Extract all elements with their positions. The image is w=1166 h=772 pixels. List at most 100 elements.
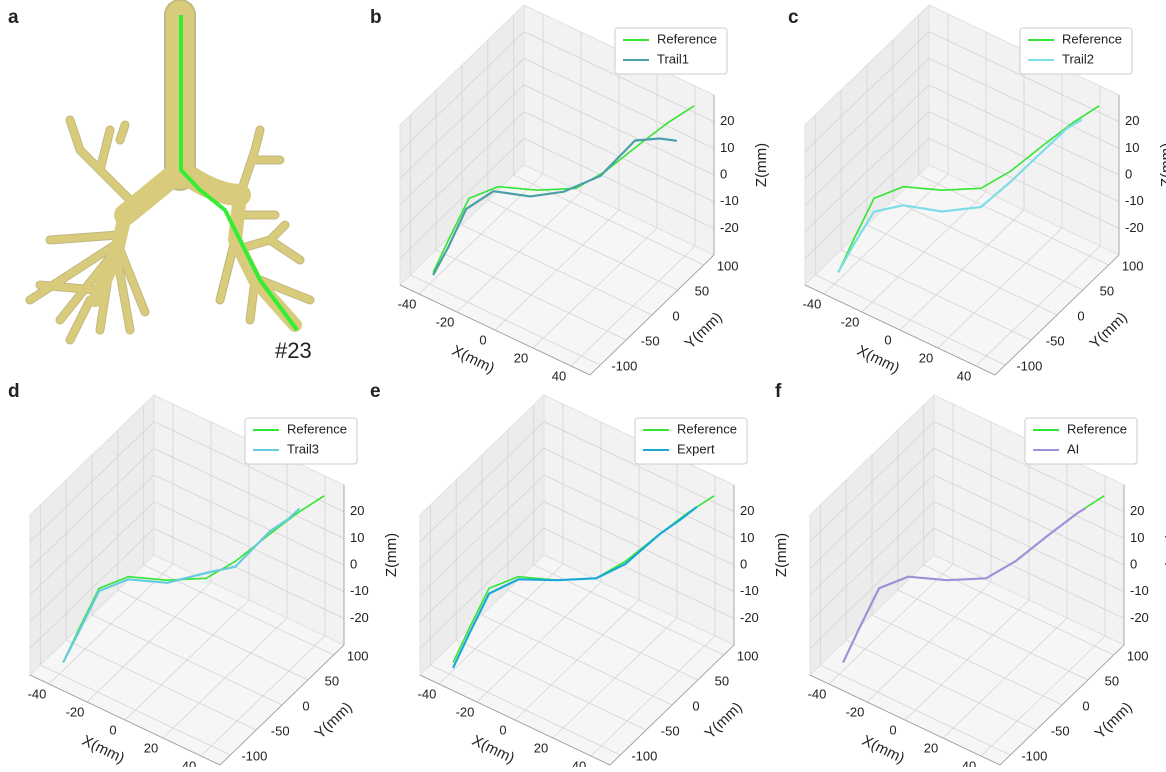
panel-letter: f xyxy=(775,381,782,402)
grid-line xyxy=(804,58,930,179)
grid-line xyxy=(866,224,1058,316)
axis-line xyxy=(419,674,611,766)
y-tick-label: 50 xyxy=(695,283,709,298)
grid-line xyxy=(29,421,155,542)
axis-line xyxy=(999,644,1125,766)
grid-line xyxy=(40,664,231,756)
grid-line xyxy=(419,448,545,569)
grid-line xyxy=(153,447,345,539)
z-tick-label: -20 xyxy=(1125,220,1144,235)
z-axis-label: Z(mm) xyxy=(753,143,770,187)
grid-line xyxy=(481,614,673,706)
grid-line xyxy=(840,249,1032,341)
x-tick-label: 40 xyxy=(962,758,976,767)
y-tick-label: -100 xyxy=(1021,748,1047,763)
z-tick-label: -10 xyxy=(720,193,739,208)
legend-label: AI xyxy=(1067,441,1079,456)
x-tick-label: 0 xyxy=(479,332,486,347)
grid-line xyxy=(543,474,735,566)
grid-line xyxy=(523,137,715,229)
grid-line xyxy=(809,448,935,569)
grid-line xyxy=(815,274,1006,366)
z-axis-label: Z(mm) xyxy=(1163,533,1166,577)
x-tick-label: -40 xyxy=(398,296,417,311)
chart-3d: -40-2002040-100-50050100-20-1001020X(mm)… xyxy=(808,393,1166,772)
x-tick-label: -20 xyxy=(846,704,865,719)
axis-line xyxy=(804,284,996,376)
grid-line xyxy=(523,31,715,123)
x-axis-label: X(mm) xyxy=(854,342,902,377)
grid-line xyxy=(399,31,525,152)
axis-line xyxy=(399,284,591,376)
grid-line xyxy=(507,589,699,681)
x-tick-label: -20 xyxy=(66,704,85,719)
x-axis-label: X(mm) xyxy=(449,342,497,377)
z-tick-label: -10 xyxy=(1130,583,1149,598)
grid-line xyxy=(933,421,1125,513)
z-tick-label: 0 xyxy=(740,556,747,571)
grid-line xyxy=(410,274,601,366)
data-line xyxy=(842,507,1086,663)
y-tick-label: -50 xyxy=(1051,723,1070,738)
z-axis-label: Z(mm) xyxy=(383,533,400,577)
z-tick-label: -10 xyxy=(350,583,369,598)
legend-label: Reference xyxy=(287,421,347,436)
y-tick-label: 100 xyxy=(347,648,369,663)
z-tick-label: 10 xyxy=(1125,140,1139,155)
data-line xyxy=(432,137,678,276)
data-line xyxy=(837,105,1100,273)
y-tick-label: -50 xyxy=(641,333,660,348)
y-axis-label: Y(mm) xyxy=(682,309,726,352)
x-tick-label: -20 xyxy=(841,314,860,329)
y-tick-label: 100 xyxy=(1122,258,1144,273)
z-tick-label: 10 xyxy=(740,530,754,545)
legend-label: Trail3 xyxy=(287,441,319,456)
grid-line xyxy=(399,138,525,259)
y-tick-label: 0 xyxy=(1082,698,1089,713)
grid-line xyxy=(419,528,545,649)
x-tick-label: 20 xyxy=(534,740,548,755)
panel-letter: b xyxy=(370,7,382,28)
y-tick-label: -100 xyxy=(1016,358,1042,373)
x-tick-label: 20 xyxy=(144,740,158,755)
y-axis-label: Y(mm) xyxy=(1087,309,1131,352)
z-tick-label: 0 xyxy=(350,556,357,571)
panel-letter: e xyxy=(370,381,381,402)
z-tick-label: -10 xyxy=(740,583,759,598)
axis-line xyxy=(809,674,1001,766)
grid-line xyxy=(543,421,735,513)
grid-line xyxy=(91,614,283,706)
legend-label: Expert xyxy=(677,441,715,456)
grid-line xyxy=(809,474,935,596)
grid-line xyxy=(928,137,1120,229)
grid-line xyxy=(897,589,1089,681)
grid-line xyxy=(29,501,155,622)
y-axis-label: Y(mm) xyxy=(1092,699,1136,742)
x-tick-label: 0 xyxy=(109,722,116,737)
x-tick-label: 20 xyxy=(919,350,933,365)
grid-line xyxy=(809,421,935,542)
grid-line xyxy=(933,527,1125,619)
grid-line xyxy=(523,84,715,176)
x-tick-label: -40 xyxy=(808,686,827,701)
panel-letter: d xyxy=(8,381,20,402)
z-tick-label: 20 xyxy=(740,503,754,518)
x-tick-label: 40 xyxy=(957,368,971,383)
grid-line xyxy=(928,31,1120,123)
x-tick-label: 40 xyxy=(182,758,196,767)
z-tick-label: -20 xyxy=(350,610,369,625)
grid-line xyxy=(419,501,545,622)
x-tick-label: 40 xyxy=(552,368,566,383)
x-axis-label: X(mm) xyxy=(79,732,127,767)
grid-line xyxy=(419,474,545,596)
y-tick-label: 0 xyxy=(672,308,679,323)
data-line xyxy=(62,495,325,663)
y-tick-label: 0 xyxy=(692,698,699,713)
y-tick-label: 100 xyxy=(1127,648,1149,663)
x-tick-label: -40 xyxy=(28,686,47,701)
z-tick-label: 20 xyxy=(1130,503,1144,518)
y-tick-label: 0 xyxy=(302,698,309,713)
legend-label: Reference xyxy=(1067,421,1127,436)
grid-line xyxy=(435,249,627,341)
grid-line xyxy=(892,199,1084,291)
